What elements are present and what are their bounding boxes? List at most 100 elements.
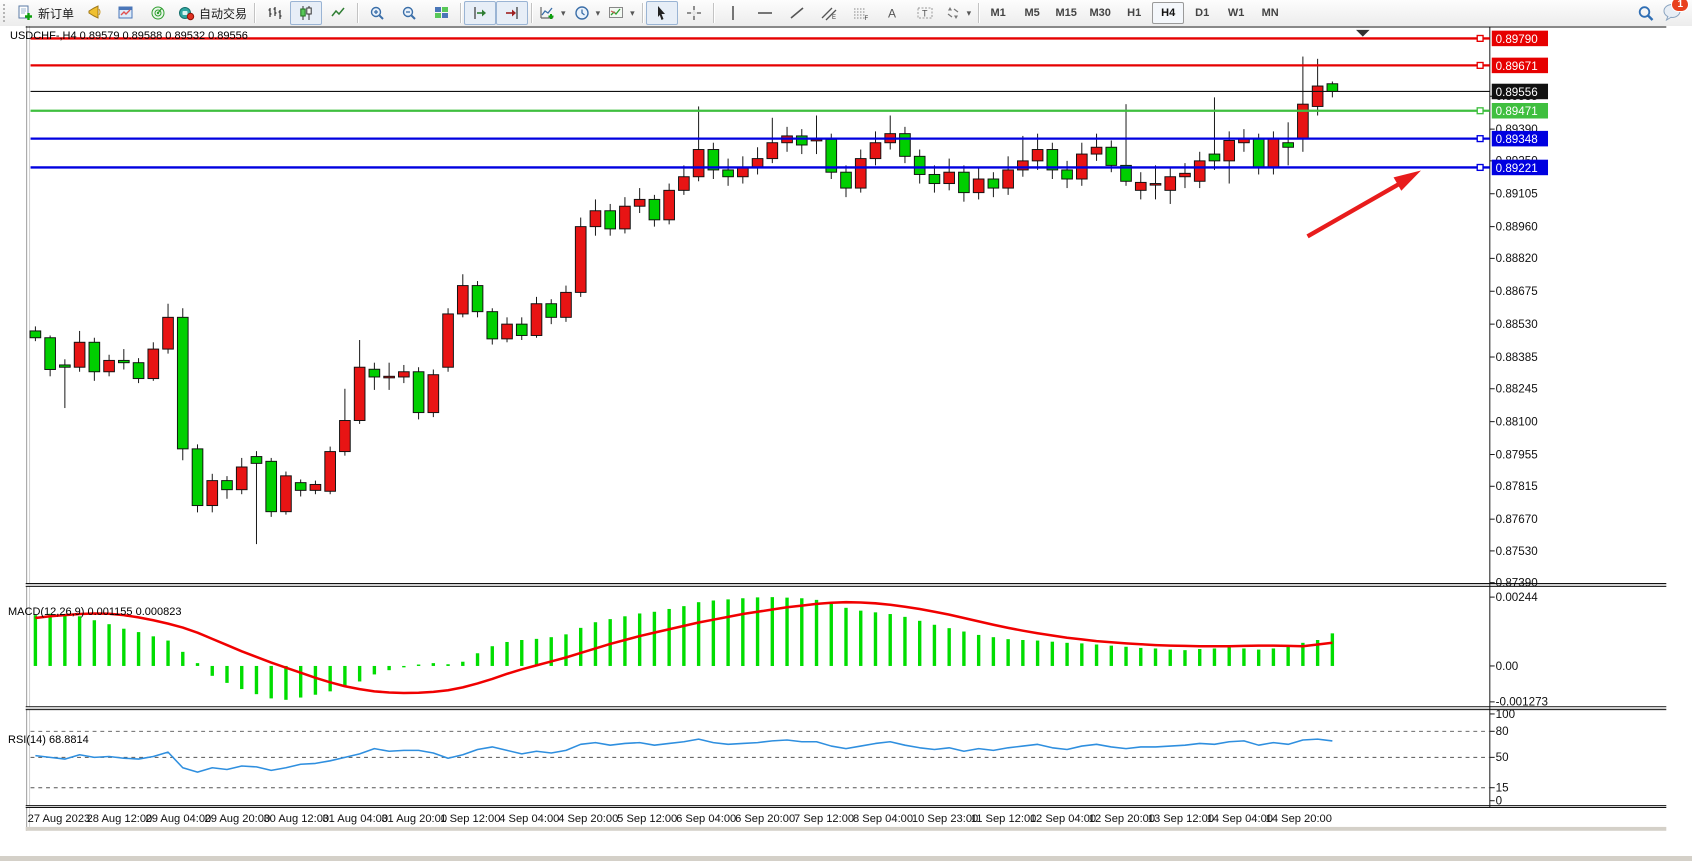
line-chart-mode-button[interactable]	[322, 1, 354, 25]
text-tool-button[interactable]: A	[877, 1, 909, 25]
autotrade-button[interactable]: 自动交易	[174, 1, 251, 25]
search-icon	[1638, 5, 1654, 21]
trend-arrow[interactable]	[1306, 170, 1421, 239]
template-icon	[609, 7, 624, 18]
timeframe-button-D1[interactable]: D1	[1195, 7, 1210, 19]
bar-chart-mode-button[interactable]	[258, 1, 290, 25]
price-level-line[interactable]	[30, 61, 1490, 69]
zoom-out-button[interactable]	[393, 1, 425, 25]
macd-panel[interactable]: 0.00244 0.00 -0.001273	[33, 591, 1548, 709]
crosshair-tool-button[interactable]	[678, 1, 710, 25]
svg-text:0.00: 0.00	[1496, 660, 1519, 673]
price-level-line[interactable]	[30, 34, 1490, 42]
timeframe-button-W1[interactable]: W1	[1227, 7, 1245, 19]
dropdown-caret: ▾	[630, 7, 635, 18]
periods-button[interactable]: ▾	[570, 1, 605, 25]
tile-windows-button[interactable]	[425, 1, 457, 25]
price-level-line[interactable]	[30, 135, 1490, 143]
price-label-badge: 0.89790	[1491, 30, 1549, 47]
timeframe-button-M15[interactable]: M15	[1055, 7, 1077, 19]
rsi-panel[interactable]: 100 80 50 150	[30, 708, 1516, 808]
trendline-tool-button[interactable]	[781, 1, 813, 25]
vertical-line-tool-button[interactable]	[717, 1, 749, 25]
search-button[interactable]	[1630, 1, 1662, 25]
text-icon: A	[888, 7, 896, 21]
price-axis[interactable]: 0.895350.893900.892500.891050.889600.888…	[1489, 90, 1539, 590]
arrows-tool-button[interactable]: ▾	[941, 1, 976, 25]
indicators-button[interactable]: ▾	[535, 1, 570, 25]
svg-text:12 Sep 04:00: 12 Sep 04:00	[1030, 813, 1096, 825]
svg-text:80: 80	[1496, 725, 1509, 738]
svg-text:0.87530: 0.87530	[1496, 545, 1539, 558]
svg-text:31 Aug 04:00: 31 Aug 04:00	[322, 813, 388, 825]
panel-splitter[interactable]	[25, 584, 1667, 586]
timeframe-button-MN[interactable]: MN	[1261, 7, 1279, 19]
text-label-tool-button[interactable]: T	[909, 1, 941, 25]
chart-shift-button[interactable]	[496, 1, 529, 25]
new-order-button[interactable]: 新订单	[13, 1, 78, 25]
navigator-button[interactable]	[142, 1, 174, 25]
chat-button[interactable]: 1	[1662, 0, 1689, 24]
toolbar-separator	[641, 3, 643, 23]
autotrade-label: 自动交易	[199, 6, 248, 21]
svg-text:5 Sep 12:00: 5 Sep 12:00	[617, 813, 677, 825]
price-label-badge: 0.89671	[1491, 57, 1549, 74]
macd-indicator-label: MACD(12,26,9) 0.001155 0.000823	[8, 606, 182, 618]
svg-text:12 Sep 20:00: 12 Sep 20:00	[1089, 813, 1155, 825]
svg-text:14 Sep 04:00: 14 Sep 04:00	[1207, 813, 1273, 825]
cursor-tool-button[interactable]	[645, 1, 678, 25]
svg-text:0.89348: 0.89348	[1496, 133, 1538, 146]
timeframe-button-M30[interactable]: M30	[1089, 7, 1111, 19]
auto-scroll-button[interactable]	[464, 1, 497, 25]
data-window-button[interactable]	[110, 1, 142, 25]
templates-button[interactable]: ▾	[604, 1, 639, 25]
price-level-line[interactable]	[30, 107, 1490, 115]
svg-text:4 Sep 20:00: 4 Sep 20:00	[558, 813, 618, 825]
channel-tool-button[interactable]: E	[813, 1, 845, 25]
horn-icon	[88, 5, 101, 19]
timeframe-button-H1[interactable]: H1	[1127, 7, 1142, 19]
timeframe-button-H4[interactable]: H4	[1152, 2, 1185, 24]
toolbar-separator	[254, 3, 256, 23]
svg-text:28 Aug 12:00: 28 Aug 12:00	[87, 813, 153, 825]
timeframe-group: M1 M5 M15 M30 H1 H4 D1 W1 MN	[982, 2, 1286, 24]
timeframe-button-M1[interactable]: M1	[990, 7, 1006, 19]
svg-text:0.87955: 0.87955	[1496, 448, 1538, 461]
horizontal-line-tool-button[interactable]	[749, 1, 781, 25]
new-order-icon	[18, 5, 32, 20]
svg-text:0.87670: 0.87670	[1496, 513, 1539, 526]
svg-text:F: F	[864, 16, 868, 21]
svg-text:0.88820: 0.88820	[1496, 252, 1539, 265]
price-label-badge: 0.89221	[1491, 159, 1549, 176]
candlestick-mode-button[interactable]	[290, 1, 323, 25]
svg-text:0.88530: 0.88530	[1496, 318, 1539, 331]
svg-text:31 Aug 20:00: 31 Aug 20:00	[381, 813, 447, 825]
toolbar-separator	[357, 3, 359, 23]
svg-text:6 Sep 04:00: 6 Sep 04:00	[676, 813, 736, 825]
line-chart-icon	[330, 7, 345, 17]
zoom-out-icon	[402, 6, 416, 20]
svg-text:6 Sep 20:00: 6 Sep 20:00	[735, 813, 795, 825]
chart-canvas[interactable]: 0.895350.893900.892500.891050.889600.888…	[0, 26, 1692, 856]
auto-scroll-icon	[473, 7, 486, 19]
timeframe-button-M5[interactable]: M5	[1024, 7, 1040, 19]
toolbar-grip[interactable]	[3, 4, 10, 22]
panel-splitter[interactable]	[25, 806, 1667, 808]
rsi-indicator-label: RSI(14) 68.8814	[8, 734, 89, 746]
toolbar-separator	[531, 3, 533, 23]
svg-text:14 Sep 20:00: 14 Sep 20:00	[1266, 813, 1332, 825]
panel-splitter[interactable]	[25, 707, 1667, 710]
chart-window[interactable]: 0.895350.893900.892500.891050.889600.888…	[0, 26, 1692, 856]
svg-text:50: 50	[1496, 751, 1509, 764]
chart-shift-icon	[505, 7, 518, 19]
zoom-in-button[interactable]	[361, 1, 393, 25]
svg-text:11 Sep 12:00: 11 Sep 12:00	[971, 813, 1036, 825]
svg-text:1 Sep 12:00: 1 Sep 12:00	[440, 813, 500, 825]
price-level-line[interactable]	[30, 163, 1490, 172]
fibonacci-tool-button[interactable]: F	[845, 1, 877, 25]
svg-text:13 Sep 12:00: 13 Sep 12:00	[1148, 813, 1214, 825]
svg-text:10 Sep 23:00: 10 Sep 23:00	[912, 813, 978, 825]
quotes-button[interactable]	[78, 1, 110, 25]
chart-shift-marker[interactable]	[1356, 29, 1370, 37]
